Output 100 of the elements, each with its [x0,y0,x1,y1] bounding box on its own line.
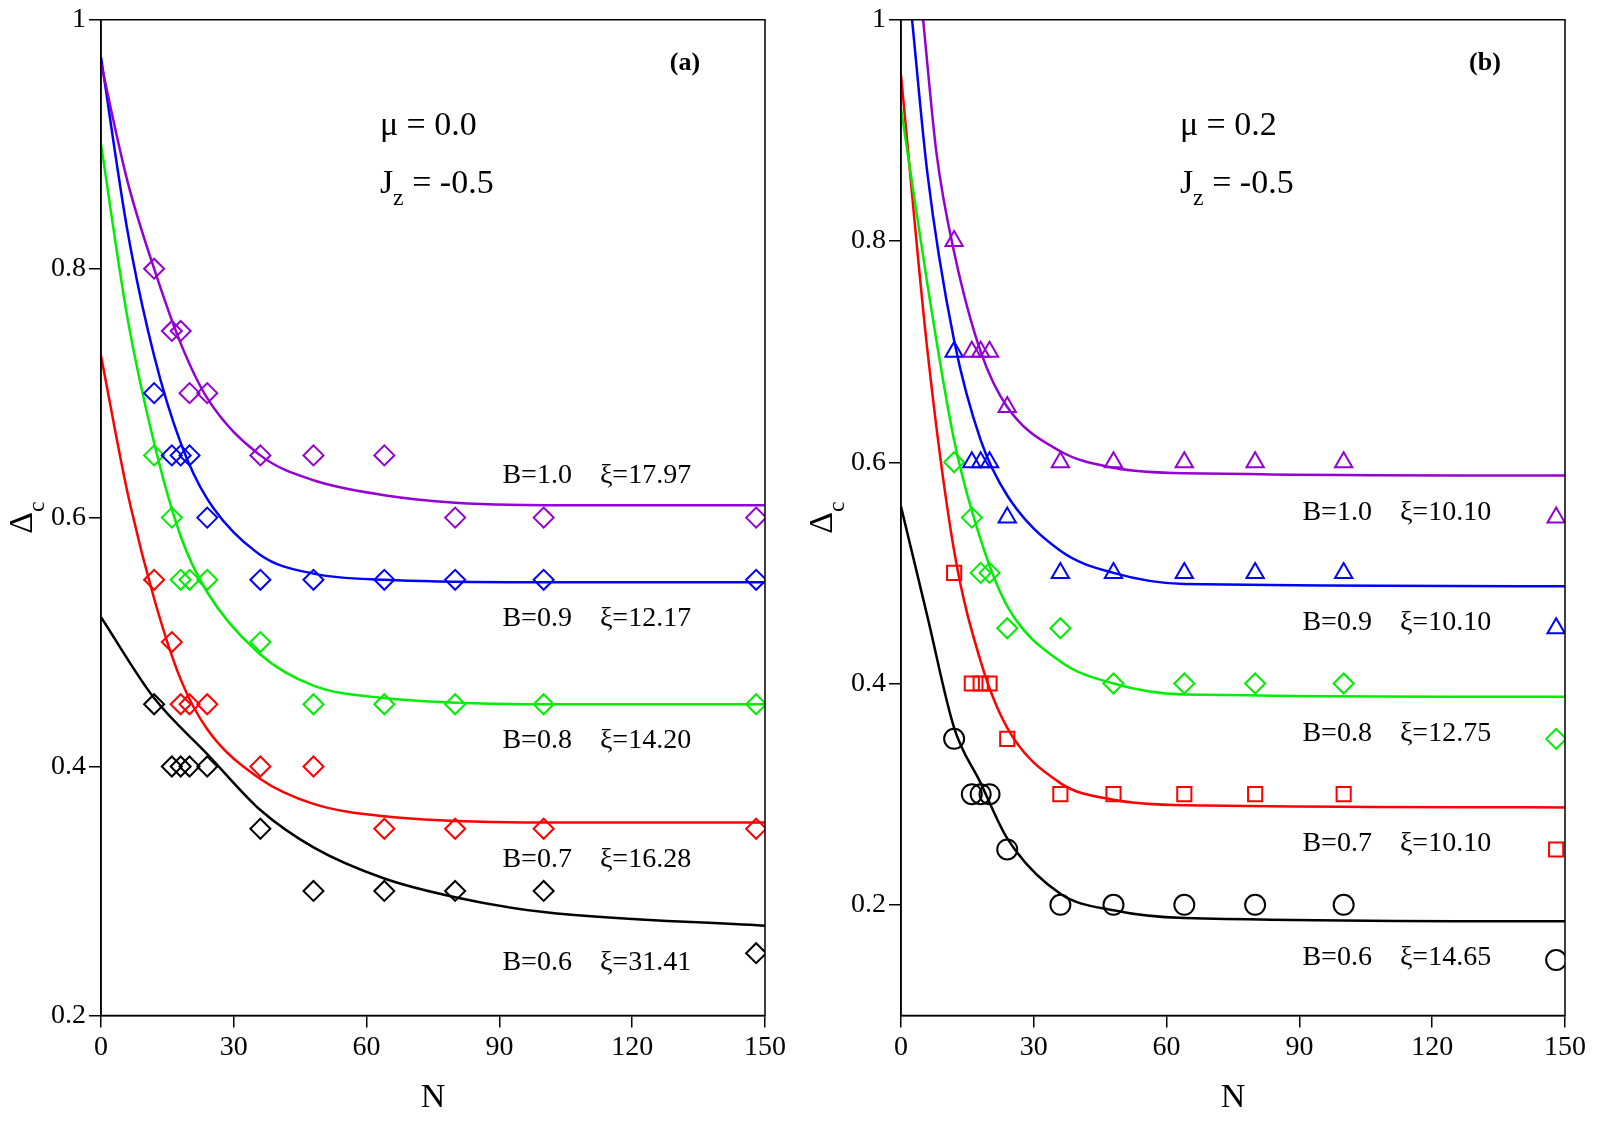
point [249,631,272,654]
point [960,783,983,806]
point [249,755,272,778]
point [1244,893,1267,916]
y-tick-label: 0.8 [51,251,86,283]
point [169,755,192,778]
point [978,561,1001,584]
point [1173,672,1196,695]
point [971,340,991,358]
point [249,568,272,591]
point [978,783,1001,806]
point [1102,893,1125,916]
line-series [921,19,1565,477]
line-series [901,107,1565,699]
x-tick-label: 90 [1285,1029,1314,1061]
y-axis-title: Δc [2,501,49,534]
point [971,451,991,469]
point [1247,786,1264,803]
point [302,568,325,591]
point [969,783,992,806]
point [946,564,963,581]
point [143,382,166,405]
annotation: μ = 0.2 [1179,104,1277,142]
point [249,817,272,840]
point [143,568,166,591]
point [944,340,964,358]
point [444,879,467,902]
series-label: B=1.0 ξ=17.97 [502,458,692,490]
series-label: B=0.7 ξ=10.10 [1302,826,1492,858]
series-label: B=0.8 ξ=12.75 [1302,715,1492,747]
x-tick-label: 30 [219,1029,248,1061]
point [960,506,983,529]
point [532,817,555,840]
x-tick-label: 0 [894,1029,908,1061]
x-tick-label: 90 [485,1029,514,1061]
point [1176,786,1193,803]
point [302,879,325,902]
point [1050,451,1071,469]
point [373,879,396,902]
point [981,675,998,692]
point [169,568,192,591]
point [444,568,467,591]
point [1103,561,1124,579]
point [160,631,183,654]
point [532,568,555,591]
point [1049,893,1072,916]
point [444,817,467,840]
point [373,693,396,716]
y-tick-label: 0.6 [851,444,886,476]
point [944,230,964,248]
point [979,340,1000,358]
point [196,506,219,529]
point [178,568,201,591]
point [996,617,1019,640]
point [943,727,966,750]
point [160,755,183,778]
point [1245,451,1265,469]
series-label: B=0.9 ξ=10.10 [1302,605,1492,637]
y-tick-label: 0.2 [851,887,886,919]
point [178,444,201,467]
point [979,451,1000,469]
point [1173,893,1196,916]
point [196,755,219,778]
point [532,879,555,902]
x-tick-label: 120 [611,1029,654,1061]
point [196,382,219,405]
series-label: B=0.9 ξ=12.17 [502,601,692,633]
x-tick-label: 0 [94,1029,108,1061]
point [1546,506,1565,524]
point [178,382,201,405]
series-label: B=0.7 ξ=16.28 [502,841,692,873]
point [963,675,980,692]
annotation: (a) [669,46,701,76]
y-tick-label: 0.2 [51,997,86,1029]
series-label: B=0.8 ξ=14.20 [502,723,692,755]
annotation: (b) [1469,46,1501,76]
point [143,444,166,467]
x-axis-title: N [1220,1077,1246,1114]
point [1103,451,1124,469]
point [969,561,992,584]
series-label: B=0.6 ξ=14.65 [1302,940,1492,972]
point [1102,672,1125,695]
point [1245,561,1265,579]
point [1174,451,1194,469]
point [1050,561,1071,579]
y-tick-label: 0.8 [851,223,886,255]
point [1546,617,1565,635]
point [1052,786,1069,803]
series-label: B=0.6 ξ=31.41 [502,944,692,976]
point [169,444,192,467]
series-label: B=1.0 ξ=10.10 [1302,494,1492,526]
point [373,817,396,840]
point [1105,786,1122,803]
y-axis-title: Δc [802,501,849,534]
point [962,340,982,358]
point [178,693,201,716]
point [249,444,272,467]
point [1174,561,1194,579]
y-tick-label: 0.4 [51,748,86,780]
point [178,755,201,778]
